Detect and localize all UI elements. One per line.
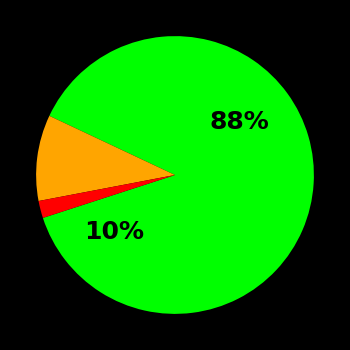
Text: 88%: 88% — [209, 110, 269, 134]
Wedge shape — [38, 175, 175, 218]
Text: 10%: 10% — [84, 220, 144, 244]
Wedge shape — [43, 36, 314, 314]
Wedge shape — [36, 116, 175, 201]
